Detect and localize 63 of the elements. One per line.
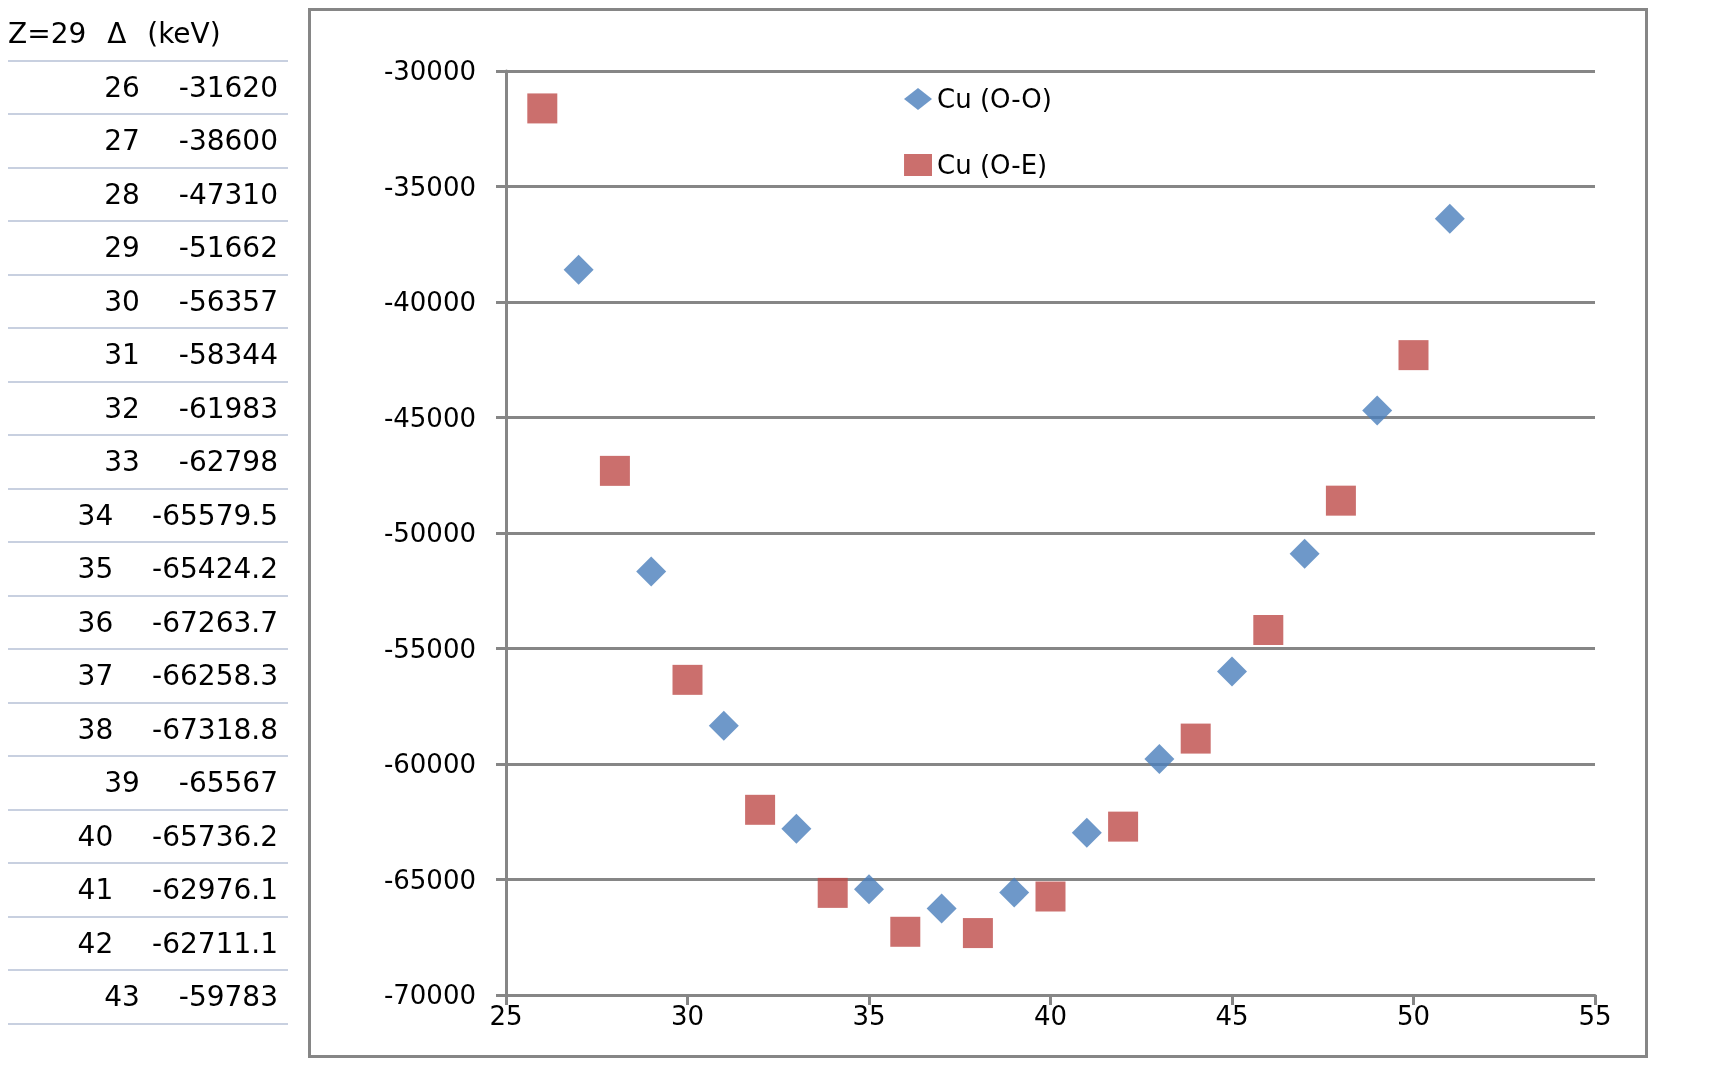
point [708,710,739,741]
text: 33 -62798 [8,436,288,490]
x-tick-label: 35 [852,1001,886,1031]
text: 27 -38600 [8,115,288,169]
text: 30 -56357 [8,275,288,329]
point [1289,538,1320,569]
point [1108,811,1139,842]
x-tick-label: 30 [670,1001,705,1031]
y-tick-label: -30000 [383,56,476,86]
y-tick-label: -35000 [383,171,476,202]
y-tick-label: -65000 [383,864,476,895]
point [636,556,667,587]
y-tick-label: -50000 [383,518,476,548]
point [1253,615,1284,646]
text: 38 -67318.8 [8,703,288,757]
legend-label: Cu (O-E) [937,150,1048,180]
point [563,254,594,285]
y-tick-label: -60000 [383,749,476,779]
y-tick-label: -45000 [383,402,476,433]
point [599,455,630,486]
text: 39 -65567 [8,757,288,811]
point [1434,203,1465,234]
text: 37 -66258.3 [8,650,288,704]
text: 28 -47310 [8,168,288,222]
text: 41 -62976.1 [8,864,288,918]
x-tick-label: 45 [1215,1001,1249,1031]
point [1398,340,1429,371]
x-tick-label: 40 [1033,1001,1068,1031]
point [745,794,776,825]
legend-label: Cu (O-O) [937,84,1052,114]
point [781,813,812,844]
point [527,93,558,124]
point [1180,723,1211,754]
y-tick-label: -55000 [383,633,476,664]
text: 31 -58344 [8,329,288,383]
point [962,918,993,949]
point [1362,395,1393,426]
text: 43 -59783 [8,971,288,1025]
text: 36 -67263.7 [8,596,288,650]
point [1217,656,1247,687]
text: 26 -31620 [8,61,288,115]
point [1035,881,1066,912]
point [1144,743,1175,774]
point [1325,485,1356,516]
text: 35 -65424.2 [8,543,288,597]
y-tick-label: -40000 [383,287,476,317]
point [926,893,957,924]
point [854,874,884,905]
y-tick-label: -70000 [383,980,476,1010]
x-tick-label: 50 [1396,1001,1431,1031]
x-tick-label: 25 [489,1001,523,1031]
text: 34 -65579.5 [8,489,288,543]
point [1071,817,1102,848]
text: 29 -51662 [8,222,288,276]
text: Z=29 Δ (keV) [8,8,288,62]
point [890,916,921,947]
point [817,877,848,908]
point [672,664,703,695]
text: 42 -62711.1 [8,917,288,971]
x-tick-label: 55 [1578,1001,1612,1031]
point [999,877,1030,908]
text: 32 -61983 [8,382,288,436]
text: 40 -65736.2 [8,810,288,864]
